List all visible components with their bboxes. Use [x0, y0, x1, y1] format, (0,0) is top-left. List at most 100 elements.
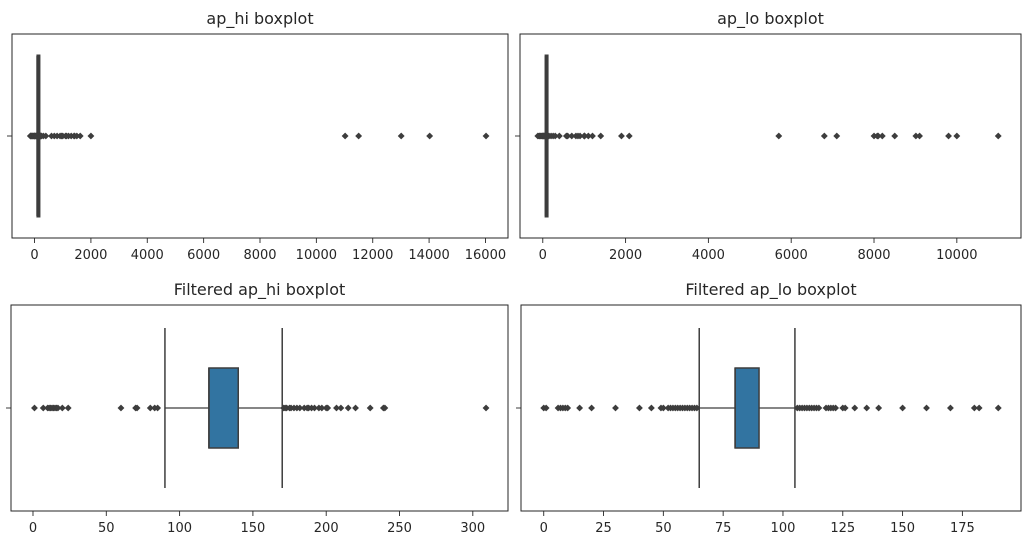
outlier-point [576, 404, 584, 412]
x-tick-label: 0 [30, 248, 38, 263]
outlier-point [397, 132, 405, 140]
outlier-point [31, 404, 38, 412]
axes-frame [520, 304, 1022, 512]
x-tick-label: 150 [240, 521, 265, 536]
outlier-point [381, 404, 389, 412]
outlier-point [482, 404, 490, 412]
outlier-point [994, 132, 1002, 140]
outlier-point [426, 132, 434, 140]
chart-title: Filtered ap_lo boxplot [685, 280, 856, 300]
x-tick-label: 6000 [775, 248, 808, 263]
outlier-point [154, 404, 162, 412]
x-tick-label: 200 [314, 521, 339, 536]
outlier-point [947, 404, 954, 412]
x-tick-label: 0 [540, 521, 548, 536]
outlier-point [878, 132, 886, 140]
outlier-point [133, 404, 141, 412]
x-tick-label: 100 [771, 521, 796, 536]
x-tick-label: 0 [29, 521, 37, 536]
outlier-point [659, 404, 667, 412]
chart-panel-3: Filtered ap_hi boxplot 0 50 100 150 200 250 300 [6, 280, 509, 536]
outlier-point [647, 404, 655, 412]
outlier-point [117, 404, 125, 412]
outlier-point [341, 132, 349, 140]
outlier-point [366, 404, 374, 412]
outlier-point [832, 404, 840, 412]
x-tick-label: 10000 [936, 248, 977, 263]
outlier-point [324, 404, 332, 412]
chart-title: Filtered ap_hi boxplot [174, 280, 346, 300]
x-tick-label: 50 [655, 521, 672, 536]
x-tick-label: 8000 [857, 248, 890, 263]
outlier-point [618, 132, 625, 140]
x-tick-label: 12000 [352, 248, 393, 263]
outlier-point [970, 404, 978, 412]
outlier-point [693, 404, 701, 412]
outlier-point [841, 404, 849, 412]
outlier-point [899, 404, 907, 412]
outlier-point [564, 404, 572, 412]
outlier-point [482, 132, 490, 140]
x-tick-label: 2000 [609, 248, 642, 263]
outlier-point [863, 404, 871, 412]
x-tick-label: 16000 [465, 248, 506, 263]
outlier-point [851, 404, 859, 412]
outlier-point [555, 132, 563, 140]
x-tick-label: 100 [167, 521, 192, 536]
x-tick-label: 4000 [131, 248, 164, 263]
x-tick-label: 175 [950, 521, 975, 536]
chart-panel-4: Filtered ap_lo boxplot 0 25 50 75 100 125 150 17… [516, 280, 1022, 536]
outlier-point [87, 132, 95, 140]
x-tick-label: 50 [98, 521, 115, 536]
chart-title: ap_hi boxplot [206, 9, 313, 29]
x-tick-label: 25 [595, 521, 612, 536]
axes-frame [10, 304, 509, 512]
outlier-point [42, 132, 50, 140]
x-tick-label: 250 [387, 521, 412, 536]
outlier-point [891, 132, 899, 140]
outlier-point [916, 132, 923, 140]
axes-frame [11, 33, 509, 239]
outlier-point [945, 132, 952, 140]
x-tick-label: 8000 [243, 248, 276, 263]
outlier-point [775, 132, 783, 140]
chart-panel-2: ap_lo boxplot 0 2000 4000 6000 8000 10000 [515, 9, 1022, 263]
outlier-point [975, 404, 983, 412]
chart-panel-1: ap_hi boxplot 0 2000 4000 6000 8000 10000 12000… [7, 9, 509, 263]
outlier-point [625, 132, 633, 140]
outlier-point [588, 404, 595, 412]
outlier-point [76, 132, 84, 140]
outlier-point [815, 404, 823, 412]
outlier-point [612, 404, 619, 412]
x-tick-label: 14000 [408, 248, 449, 263]
outlier-point [597, 132, 605, 140]
x-tick-label: 6000 [187, 248, 220, 263]
outlier-point [820, 132, 828, 140]
outlier-point [635, 404, 643, 412]
chart-title: ap_lo boxplot [717, 9, 824, 29]
iqr-box [208, 367, 239, 449]
outlier-point [355, 132, 363, 140]
outlier-point [923, 404, 930, 412]
outlier-point [875, 404, 883, 412]
x-tick-label: 0 [539, 248, 547, 263]
outlier-point [352, 404, 359, 412]
x-tick-label: 10000 [296, 248, 337, 263]
x-tick-label: 300 [460, 521, 485, 536]
outlier-point [58, 404, 66, 412]
outlier-point [589, 132, 596, 140]
x-tick-label: 2000 [74, 248, 107, 263]
outlier-point [542, 404, 550, 412]
axes-frame [519, 33, 1022, 239]
x-tick-label: 4000 [692, 248, 725, 263]
x-tick-label: 75 [715, 521, 732, 536]
x-tick-label: 125 [830, 521, 855, 536]
outlier-point [64, 404, 72, 412]
outlier-point [337, 404, 345, 412]
iqr-box [734, 367, 760, 449]
outlier-point [953, 132, 961, 140]
x-tick-label: 150 [890, 521, 915, 536]
outlier-point [994, 404, 1002, 412]
outlier-point [833, 132, 841, 140]
